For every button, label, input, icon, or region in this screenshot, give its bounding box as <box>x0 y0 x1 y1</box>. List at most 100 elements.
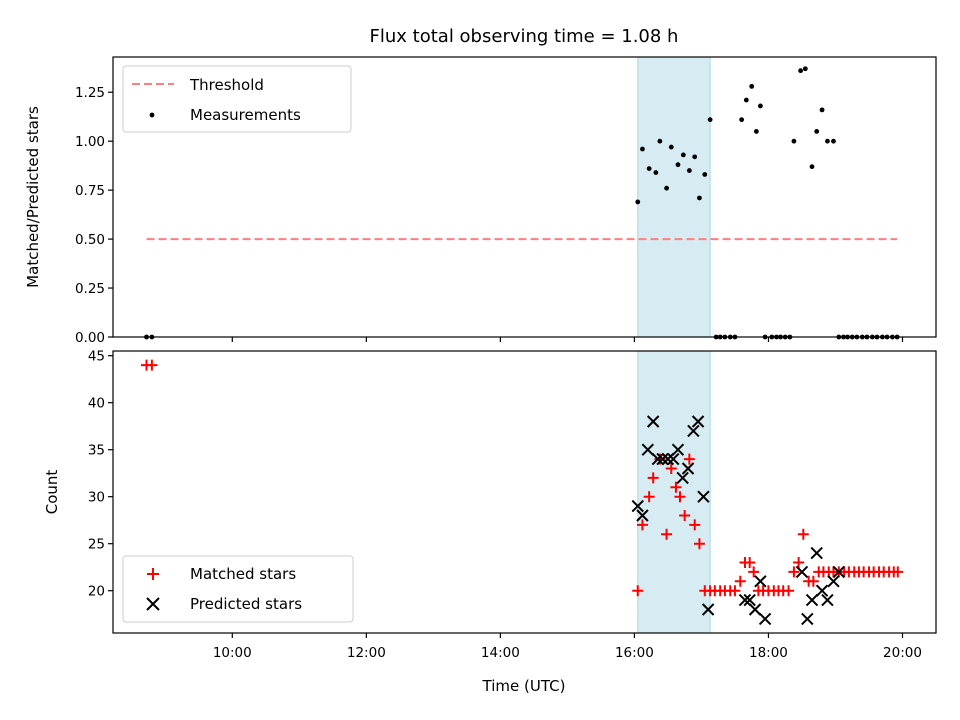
predicted-stars-point <box>631 499 644 513</box>
predicted-stars-point <box>743 593 756 607</box>
measurements-point <box>664 185 669 191</box>
x-tick-label: 16:00 <box>615 645 654 661</box>
measurements-point <box>635 199 641 205</box>
top-axes-frame <box>112 56 937 338</box>
matched-stars-point <box>665 463 677 474</box>
top-y-tick-label: 0.75 <box>75 183 105 199</box>
top-legend-box <box>122 65 352 133</box>
bottom-y-axis-label: Count <box>43 470 61 515</box>
bottom-y-tick-label: 20 <box>88 584 105 600</box>
matched-stars-point <box>783 585 795 597</box>
matched-stars-point <box>807 575 819 587</box>
legend-predicted-swatch <box>146 597 160 611</box>
measurements-point <box>680 152 686 158</box>
bottom-y-tick-label: 25 <box>88 537 105 553</box>
measurements-point <box>831 138 836 144</box>
predicted-stars-point <box>636 509 649 522</box>
matched-stars-point <box>661 528 673 540</box>
predicted-stars-point <box>748 603 762 616</box>
predicted-stars-point <box>691 415 705 428</box>
measurements-point <box>791 138 797 144</box>
matched-stars-point <box>734 575 746 587</box>
bottom-y-tick-label: 30 <box>88 490 105 506</box>
bottom-y-tick-label: 45 <box>88 349 105 365</box>
top-y-axis-label: Matched/Predicted stars <box>24 106 42 288</box>
predicted-stars-point <box>738 593 752 607</box>
predicted-stars-point <box>687 424 700 438</box>
bottom-legend-box <box>122 555 354 623</box>
measurements-point <box>697 195 702 201</box>
predicted-stars-point <box>795 565 809 579</box>
matched-stars-point <box>892 566 904 578</box>
predicted-stars-point <box>656 452 669 466</box>
top-y-tick-label: 0.00 <box>75 330 105 346</box>
matched-stars-point <box>636 519 648 531</box>
predicted-stars-point <box>805 593 819 607</box>
top-y-tick-label: 1.25 <box>75 85 105 101</box>
matched-stars-point <box>670 481 682 493</box>
x-axis-label: Time (UTC) <box>482 677 566 695</box>
predicted-stars-point <box>815 584 829 597</box>
measurements-point <box>707 117 713 123</box>
measurements-point <box>739 117 745 123</box>
bottom-y-tick-label: 35 <box>88 443 105 459</box>
top-y-tick-label: 1.00 <box>75 134 105 150</box>
matched-stars-point <box>679 510 691 521</box>
predicted-stars-point <box>754 575 767 588</box>
predicted-stars-point <box>667 452 680 466</box>
top-y-tick-label: 0.25 <box>75 281 105 297</box>
measurements-point <box>758 103 763 109</box>
matched-stars-point <box>632 585 644 597</box>
legend-matched-label: Matched stars <box>190 565 296 583</box>
measurements-point <box>702 172 708 177</box>
legend-threshold-label: Threshold <box>189 76 264 94</box>
matched-stars-point <box>146 359 158 371</box>
measurements-point <box>753 129 759 134</box>
predicted-stars-point <box>646 415 660 428</box>
count-panel: 20 25 30 35 40 45 10:00 12:00 14:00 16:00 18:00 20:… <box>88 349 937 661</box>
top-y-tick-label: 0.50 <box>75 232 105 248</box>
matched-stars-point <box>689 519 701 531</box>
matched-stars-point <box>674 491 686 503</box>
measurements-point <box>749 83 755 89</box>
predicted-stars-point <box>758 612 772 626</box>
predicted-stars-point <box>661 452 675 466</box>
x-tick-label: 14:00 <box>481 645 520 661</box>
predicted-stars-point <box>651 452 665 466</box>
measurements-point <box>675 162 681 168</box>
ratio-panel: 0.00 0.25 0.50 0.75 1.00 1.25 Threshold Measure… <box>75 56 937 346</box>
matched-stars-point <box>693 538 705 550</box>
measurements-point <box>798 68 804 74</box>
legend-matched-swatch <box>147 568 159 580</box>
measurements-point <box>692 154 698 160</box>
predicted-stars-point <box>701 603 715 616</box>
measurements-point <box>653 170 659 175</box>
matched-stars-point <box>744 557 756 568</box>
predicted-stars-point <box>681 462 695 475</box>
predicted-stars-point <box>671 443 685 456</box>
measurements-point <box>668 144 674 150</box>
measurements-point <box>686 168 692 173</box>
matched-stars-point <box>788 566 800 578</box>
measurements-point <box>802 66 808 72</box>
x-tick-label: 12:00 <box>347 645 386 661</box>
legend-predicted-label: Predicted stars <box>190 595 302 613</box>
matched-stars-point <box>729 585 741 597</box>
measurements-point <box>640 146 645 152</box>
measurements-point <box>657 138 663 144</box>
matched-stars-point <box>643 491 655 503</box>
predicted-stars-point <box>821 593 834 607</box>
matched-stars-point <box>793 557 805 568</box>
predicted-stars-point <box>697 490 710 503</box>
matched-stars-point <box>647 472 659 484</box>
matched-stars-point <box>683 453 695 465</box>
x-tick-label: 20:00 <box>883 645 922 661</box>
measurements-point <box>743 97 749 103</box>
legend-measurements-label: Measurements <box>190 106 301 124</box>
measurements-point <box>819 107 825 113</box>
measurements-point <box>814 129 820 134</box>
matched-stars-point <box>748 566 760 578</box>
measurements-point <box>809 164 815 170</box>
predicted-stars-point <box>827 575 840 588</box>
